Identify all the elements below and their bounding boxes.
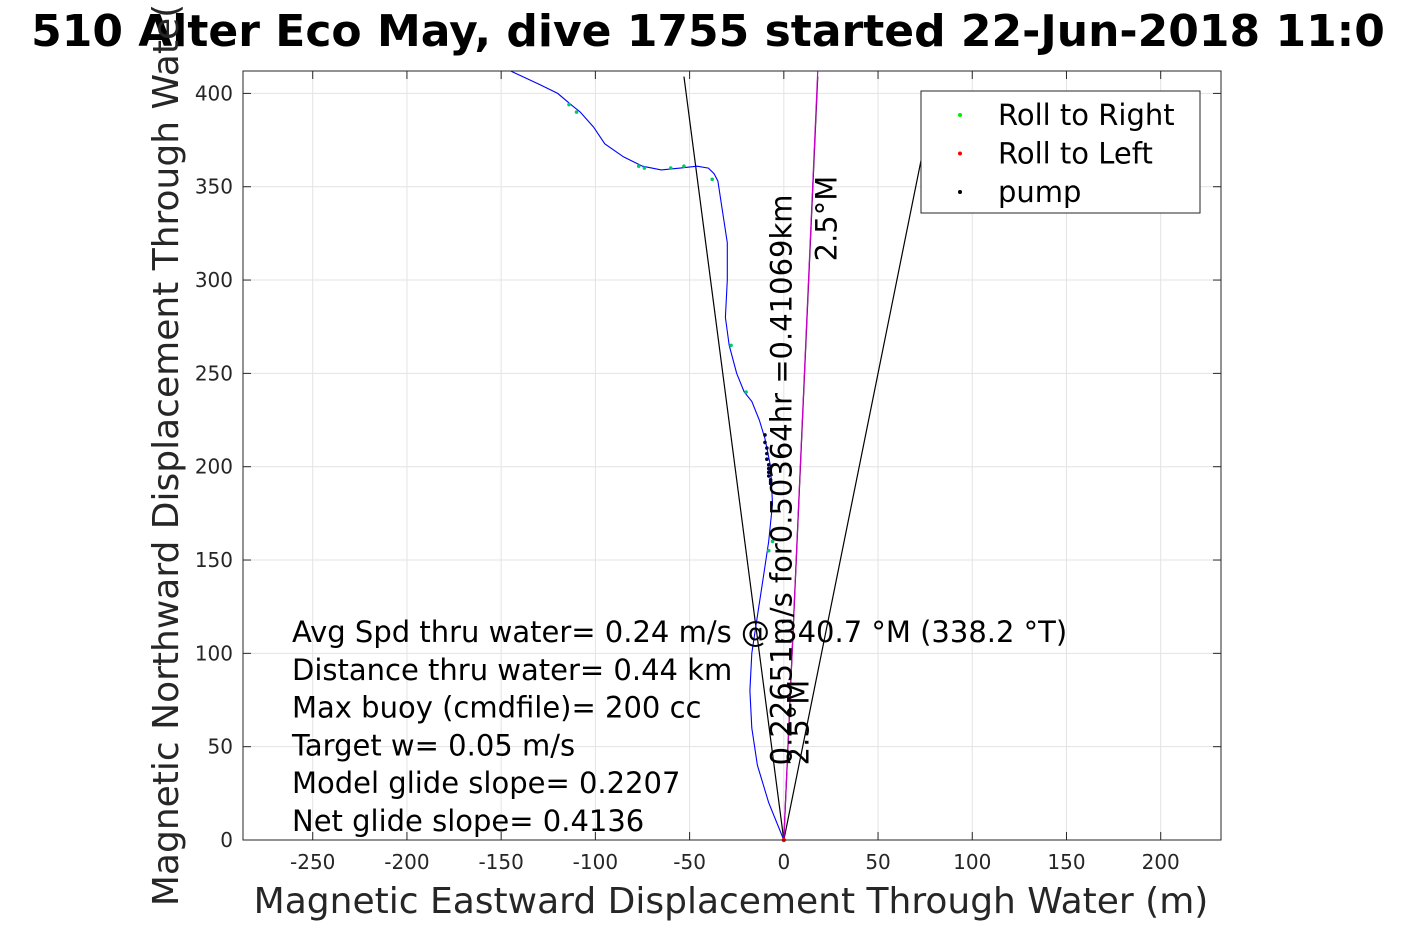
- marker-points: [567, 102, 787, 843]
- x-tick-label: 150: [1047, 850, 1085, 874]
- x-axis-label: Magnetic Eastward Displacement Through W…: [254, 881, 1209, 922]
- pump-point: [763, 440, 767, 445]
- legend-marker: [958, 113, 962, 117]
- roll-right-point: [766, 548, 771, 553]
- axes-box: [242, 70, 1222, 841]
- x-tick-label: -150: [478, 850, 523, 874]
- stats-line: Distance thru water= 0.44 km: [292, 653, 732, 687]
- reference-lines: [683, 70, 936, 841]
- roll-right-point: [744, 390, 748, 394]
- pump-point: [768, 481, 773, 486]
- roll-right-point: [710, 177, 715, 182]
- y-axis-label: Magnetic Northward Displacement Through …: [146, 4, 187, 906]
- roll-right-point: [567, 102, 571, 107]
- stats-text-block: Avg Spd thru water= 0.24 m/s @ 340.7 °M …: [291, 615, 1067, 838]
- line-annotation: 0.22651m/s for0.50364hr =0.41069km: [764, 194, 798, 765]
- track-series: [510, 70, 785, 841]
- legend-marker: [958, 190, 962, 194]
- y-tick-label: 100: [195, 641, 233, 665]
- roll-right-point: [729, 343, 733, 348]
- stats-line: Max buoy (cmdfile)= 200 cc: [292, 691, 701, 725]
- pump-point: [765, 451, 769, 456]
- pump-point: [766, 470, 771, 475]
- legend-label: pump: [998, 175, 1081, 209]
- track-line: [510, 70, 785, 841]
- stats-line: Model glide slope= 0.2207: [292, 766, 680, 800]
- y-tick-label: 300: [195, 268, 233, 292]
- y-tick-label: 0: [220, 828, 233, 852]
- pump-point: [765, 446, 769, 450]
- pump-point: [763, 433, 767, 437]
- reference-line: [783, 70, 819, 841]
- line-annotations: 0.22651m/s for0.50364hr =0.41069km2.5°M2…: [764, 176, 843, 766]
- line-annotation: 2.5°M: [810, 176, 844, 262]
- x-tick-label: 200: [1142, 850, 1180, 874]
- legend: Roll to Right Roll to Left pump: [920, 90, 1201, 214]
- y-tick-label: 400: [195, 81, 233, 105]
- axis-ticks: [243, 71, 1221, 841]
- reference-line: [783, 93, 936, 841]
- roll-right-point: [642, 166, 647, 170]
- legend-box: [920, 90, 1201, 214]
- x-tick-label: 100: [953, 850, 991, 874]
- y-tick-label: 350: [195, 175, 233, 199]
- legend-marker: [958, 151, 962, 156]
- x-tick-label: -250: [290, 850, 335, 874]
- pump-point: [766, 463, 771, 467]
- roll-right-point: [636, 164, 641, 168]
- x-tick-label: -100: [573, 850, 618, 874]
- tick-labels: -250 -200 -150 -100 -50 0 50 100 150 200 0 50 100 150…: [195, 81, 1180, 874]
- legend-label: Roll to Left: [998, 137, 1153, 171]
- pump-point: [766, 474, 771, 478]
- stats-line: Avg Spd thru water= 0.24 m/s @ 340.7 °M …: [292, 615, 1067, 649]
- pump-point: [766, 466, 771, 471]
- roll-right-point: [668, 166, 673, 170]
- pump-point: [765, 457, 769, 462]
- y-tick-label: 250: [195, 361, 233, 385]
- roll-right-point: [574, 110, 579, 114]
- y-tick-label: 150: [195, 548, 233, 572]
- y-tick-label: 50: [208, 735, 233, 759]
- reference-line: [683, 76, 785, 841]
- y-tick-label: 200: [195, 455, 233, 479]
- x-tick-label: 0: [777, 850, 790, 874]
- line-annotation: 2.5°M: [781, 680, 815, 766]
- legend-label: Roll to Right: [998, 98, 1175, 132]
- x-tick-label: -200: [384, 850, 429, 874]
- x-tick-label: 50: [865, 850, 890, 874]
- chart-title: 510 Alter Eco May, dive 1755 started 22-…: [31, 6, 1385, 57]
- roll-right-point: [770, 539, 775, 544]
- stats-line: Target w= 0.05 m/s: [291, 728, 575, 762]
- x-tick-label: -50: [673, 850, 706, 874]
- roll-right-point: [682, 164, 686, 168]
- stats-line: Net glide slope= 0.4136: [292, 804, 644, 838]
